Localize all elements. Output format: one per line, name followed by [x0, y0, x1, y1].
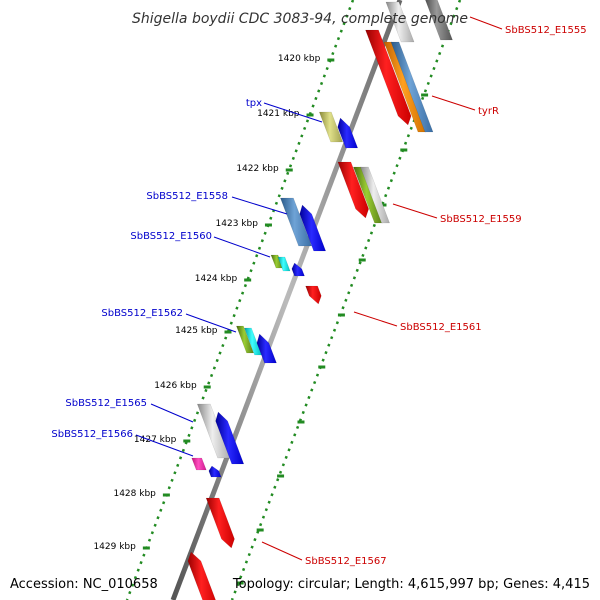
gene-label[interactable]: SbBS512_E1562 — [101, 308, 183, 319]
gene-label-leader — [150, 403, 194, 423]
gene-label-leader — [135, 434, 194, 457]
gene-feature-gray — [425, 0, 453, 41]
gene-label[interactable]: SbBS512_E1566 — [51, 429, 133, 440]
ruler-tick-label: 1422 kbp — [236, 164, 279, 174]
gene-label-leader — [213, 236, 271, 258]
ruler-inner-line — [125, 0, 355, 600]
genome-backbone — [170, 0, 403, 600]
topology-text: Topology: circular; Length: 4,615,997 bp… — [232, 577, 590, 592]
gene-label[interactable]: SbBS512_E1560 — [130, 231, 212, 242]
ruler-tick-label: 1429 kbp — [93, 542, 136, 552]
gene-label-leader — [263, 102, 323, 123]
ruler-tick-label: 1424 kbp — [195, 274, 238, 284]
gene-feature-blue — [337, 117, 359, 149]
gene-label-leader — [231, 196, 288, 215]
gene-label[interactable]: SbBS512_E1559 — [440, 214, 522, 225]
gene-feature-red — [205, 497, 235, 549]
gene-label[interactable]: SbBS512_E1567 — [305, 556, 387, 567]
gene-label[interactable]: SbBS512_E1561 — [400, 322, 482, 333]
gene-label-leader — [353, 311, 398, 327]
ruler-tick-label: 1423 kbp — [216, 219, 259, 229]
gene-feature-red — [187, 551, 216, 600]
gene-feature-olive — [318, 111, 344, 143]
gene-feature-red — [305, 285, 322, 305]
gene-feature-blue — [208, 465, 222, 478]
gene-label-leader — [431, 95, 476, 111]
gene-label[interactable]: SbBS512_E1565 — [65, 398, 147, 409]
gene-feature-steelblue — [390, 41, 434, 133]
gene-labels: SbBS512_E1555 tyrR tpx SbBS512_E1558 SbBS512… — [51, 16, 587, 567]
gene-feature-blue — [215, 411, 245, 465]
gene-feature-lightgray — [385, 1, 415, 43]
gene-feature-lightgray — [360, 166, 390, 224]
gene-feature-blue — [256, 333, 277, 364]
gene-feature-steelblue — [280, 197, 312, 247]
gene-label[interactable]: SbBS512_E1558 — [146, 191, 228, 202]
gene-label[interactable]: tyrR — [478, 106, 499, 117]
gene-feature-red — [365, 29, 412, 126]
gene-feature-magenta — [191, 457, 207, 471]
gene-feature-green — [236, 325, 254, 354]
gene-features — [187, 0, 453, 600]
ruler-tick-label: 1427 kbp — [134, 435, 177, 445]
gene-label-leader — [469, 16, 503, 30]
gene-label[interactable]: SbBS512_E1555 — [505, 25, 587, 36]
ruler-tick-label: 1426 kbp — [154, 381, 197, 391]
gene-feature-red — [337, 161, 369, 219]
ruler-ticks: 1420 kbp 1421 kbp 1422 kbp 1423 kbp 1424 kbp… — [93, 54, 429, 585]
ruler-outer-line — [230, 0, 462, 600]
ruler-tick-label: 1425 kbp — [175, 326, 218, 336]
ruler-tick-label: 1420 kbp — [278, 54, 321, 64]
map-title: Shigella boydii CDC 3083-94, complete ge… — [132, 11, 468, 27]
gene-label-leader — [392, 203, 438, 219]
accession-text: Accession: NC_010658 — [10, 577, 158, 592]
gene-label-leader — [185, 313, 237, 333]
ruler-tick-label: 1421 kbp — [257, 109, 300, 119]
gene-feature-blue — [299, 204, 327, 252]
ruler-tick-label: 1428 kbp — [113, 489, 156, 499]
gene-feature-blue — [291, 262, 305, 277]
gene-label[interactable]: tpx — [246, 98, 262, 109]
gene-label-leader — [261, 541, 303, 561]
gene-feature-cyan — [277, 256, 291, 272]
